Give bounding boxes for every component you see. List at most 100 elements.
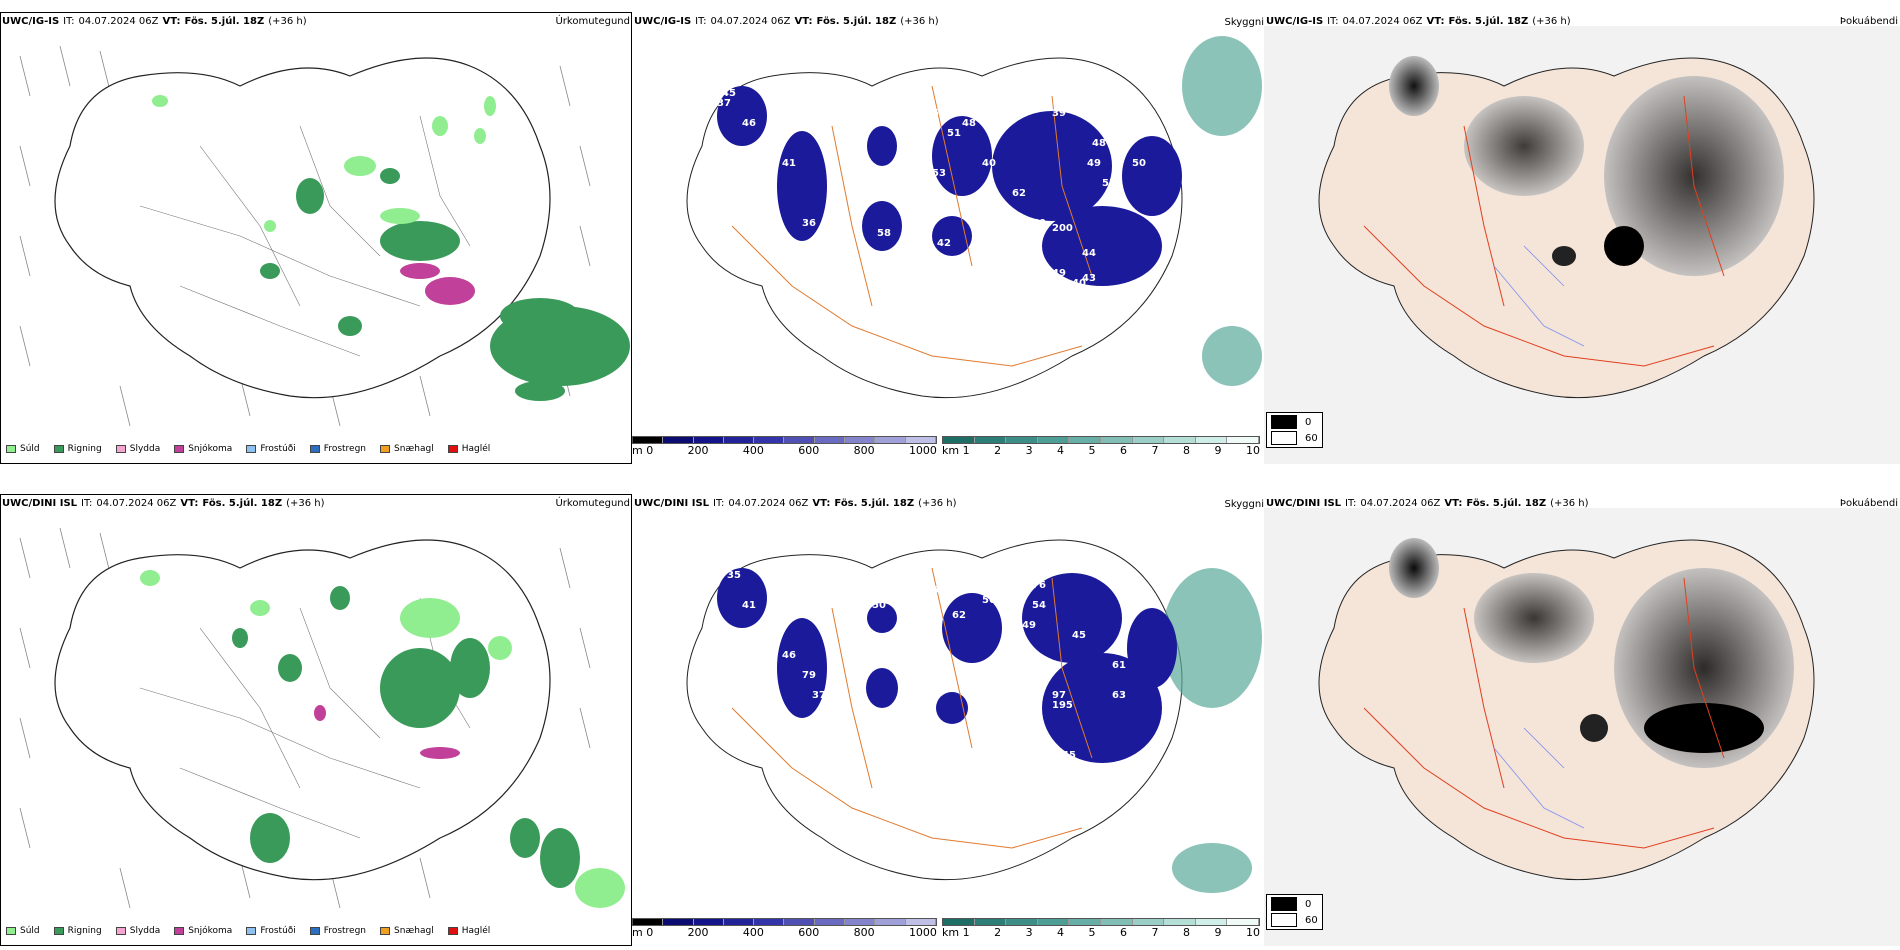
vt-value: Fös. 5.júl. 18Z bbox=[816, 16, 897, 27]
tick: 4 bbox=[1057, 444, 1065, 457]
cloud-base-label: 56 bbox=[877, 268, 891, 279]
lead-time: (+36 h) bbox=[286, 498, 325, 509]
fog-legend-label: 60 bbox=[1305, 914, 1318, 926]
cloud-base-label: 200 bbox=[1052, 223, 1073, 234]
cloud-base-label: 41 bbox=[782, 158, 796, 169]
panel-header: UWC/IG-IS IT: 04.07.2024 06Z VT: Fös. 5.… bbox=[634, 15, 1262, 29]
cloud-base-label: 45 bbox=[897, 108, 911, 119]
tick: 200 bbox=[687, 444, 709, 457]
cloud-base-label: 37 bbox=[717, 98, 731, 109]
cloud-base-label: 47 bbox=[1032, 750, 1046, 761]
legend-label: Snjókoma bbox=[188, 926, 233, 936]
swatch bbox=[447, 445, 458, 453]
precip-frame bbox=[0, 12, 632, 464]
cloud-base-label: 41 bbox=[932, 198, 946, 209]
cloud-base-label: 62 bbox=[952, 610, 966, 621]
cloud-base-label: 49 bbox=[1087, 158, 1101, 169]
model-name: UWC/DINI ISL bbox=[1266, 498, 1342, 509]
swatch bbox=[380, 927, 391, 935]
cloud-base-label: 46 bbox=[742, 118, 756, 129]
tick: 1000 bbox=[908, 444, 937, 457]
vt-label: VT: bbox=[1426, 16, 1445, 27]
tick: 800 bbox=[853, 926, 875, 939]
legend-label: Súld bbox=[20, 444, 40, 454]
legend-item: Slydda bbox=[115, 926, 160, 936]
legend-label: Snæhagl bbox=[394, 926, 434, 936]
swatch bbox=[1271, 913, 1297, 927]
cloud-base-label: 65 bbox=[1002, 93, 1016, 104]
cloud-base-label: 45 bbox=[1062, 750, 1076, 761]
legend-label: Snjókoma bbox=[188, 444, 233, 454]
cloud-base-ticks: m 0 200 400 600 800 1000 bbox=[632, 926, 937, 939]
swatch bbox=[6, 445, 16, 453]
cloud-base-label: 44 bbox=[902, 590, 916, 601]
cloud-base-label: 35 bbox=[727, 570, 741, 581]
vt-value: Fös. 5.júl. 18Z bbox=[834, 498, 915, 509]
legend-item: Frostregn bbox=[309, 926, 366, 936]
cloud-base-unit: m bbox=[632, 926, 643, 939]
legend-item: Rigning bbox=[53, 926, 102, 936]
model-name: UWC/IG-IS bbox=[634, 16, 692, 27]
model-name: UWC/DINI ISL bbox=[634, 498, 710, 509]
lead-time: (+36 h) bbox=[1532, 16, 1571, 27]
visibility-colorbar: km 1 2 3 4 5 6 7 8 9 10 bbox=[942, 436, 1260, 457]
legend-item: Haglél bbox=[447, 926, 491, 936]
precip-panel-top: UWC/IG-IS IT: 04.07.2024 06Z VT: Fös. 5.… bbox=[0, 12, 632, 464]
cloud-base-label: 43 bbox=[972, 228, 986, 239]
swatch bbox=[447, 927, 458, 935]
cloud-base-label: 76 bbox=[1032, 580, 1046, 591]
it-label: IT: bbox=[63, 16, 75, 27]
cloud-base-label: 36 bbox=[802, 218, 816, 229]
model-name: UWC/DINI ISL bbox=[2, 498, 78, 509]
cloud-base-label: 40 bbox=[1072, 278, 1086, 289]
precip-panel-bottom: UWC/DINI ISL IT: 04.07.2024 06Z VT: Fös.… bbox=[0, 494, 632, 946]
legend-label: Haglél bbox=[461, 444, 491, 454]
tick: 7 bbox=[1151, 444, 1159, 457]
swatch bbox=[380, 445, 391, 453]
tick: 1000 bbox=[908, 926, 937, 939]
tick: 8 bbox=[1182, 444, 1190, 457]
tick: 2 bbox=[994, 926, 1002, 939]
vt-value: Fös. 5.júl. 18Z bbox=[202, 498, 283, 509]
tick: 6 bbox=[1120, 444, 1128, 457]
fog-panel-bottom: UWC/DINI ISL IT: 04.07.2024 06Z VT: Fös.… bbox=[1264, 494, 1900, 946]
vt-label: VT: bbox=[180, 498, 199, 509]
cloud-map-bottom: 35 41 41 46 79 37 69 92 50 44 58 62 56 76 54 49 53 45 42 97… bbox=[686, 539, 1262, 893]
legend-label: Haglél bbox=[461, 926, 491, 936]
vt-value: Fös. 5.júl. 18Z bbox=[184, 16, 265, 27]
panel-header: UWC/DINI ISL IT: 04.07.2024 06Z VT: Fös.… bbox=[634, 497, 1262, 511]
cloud-base-label: 44 bbox=[1082, 248, 1096, 259]
cloud-base-label: 51 bbox=[947, 128, 961, 139]
fog-legend-label: 60 bbox=[1305, 432, 1318, 444]
cloud-base-bar bbox=[632, 918, 937, 926]
swatch bbox=[309, 445, 320, 453]
swatch bbox=[246, 445, 257, 453]
legend-item: Snæhagl bbox=[380, 926, 434, 936]
legend-label: Frostregn bbox=[323, 444, 367, 454]
it-value: 04.07.2024 06Z bbox=[96, 498, 177, 509]
fog-legend: 0 60 bbox=[1266, 412, 1323, 448]
cloud-base-label: 38 bbox=[1012, 720, 1026, 731]
visibility-ticks: km 1 2 3 4 5 6 7 8 9 10 bbox=[942, 444, 1260, 457]
cloud-base-label: 42 bbox=[1022, 660, 1036, 671]
it-value: 04.07.2024 06Z bbox=[728, 498, 809, 509]
fog-legend-label: 0 bbox=[1305, 898, 1312, 910]
it-label: IT: bbox=[695, 16, 707, 27]
tick: 1 bbox=[962, 444, 970, 457]
panel-title: Þokuábendi bbox=[1839, 498, 1898, 509]
swatch bbox=[6, 927, 16, 935]
tick: 600 bbox=[798, 926, 820, 939]
cloud-base-colorbar: m 0 200 400 600 800 1000 bbox=[632, 918, 937, 939]
precip-legend: Súld Rigning Slydda Snjókoma Frostúði Fr… bbox=[6, 926, 490, 936]
tick: 0 bbox=[646, 444, 654, 457]
cloud-base-label: 41 bbox=[742, 600, 756, 611]
legend-item: Snjókoma bbox=[174, 444, 232, 454]
fog-legend-item: 0 bbox=[1271, 897, 1318, 911]
cloud-base-label: 56 bbox=[982, 595, 996, 606]
fog-legend: 0 60 bbox=[1266, 894, 1323, 930]
legend-item: Snjókoma bbox=[174, 926, 232, 936]
swatch bbox=[309, 927, 320, 935]
cloud-base-label: 56 bbox=[932, 108, 946, 119]
precip-map-bottom bbox=[19, 527, 625, 909]
